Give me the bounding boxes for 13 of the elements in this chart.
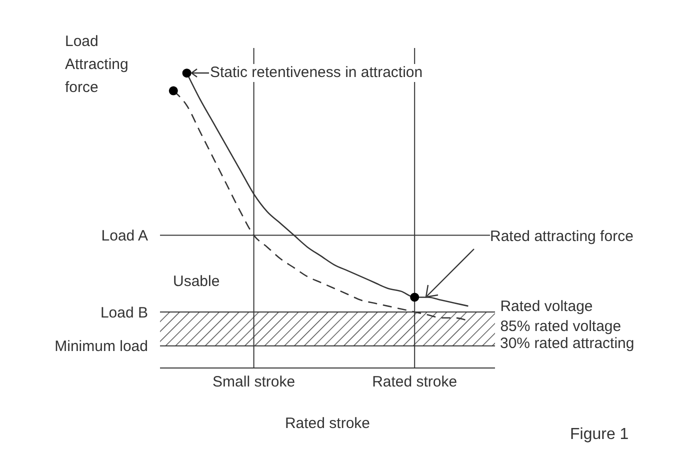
x-axis-title: Rated stroke: [284, 415, 372, 432]
annotation: Rated attracting force: [490, 228, 634, 246]
x-tick-label: Small stroke: [212, 374, 296, 391]
ref-line-label: Load A: [101, 228, 148, 245]
ref-line-label: Minimum load: [54, 338, 148, 356]
y-axis-title: Load Attracting force: [65, 32, 128, 98]
text: 30% rated attracting: [500, 335, 634, 353]
text: 85% rated voltage: [500, 318, 622, 335]
annotation: Usable: [173, 273, 220, 291]
caption: Figure 1: [570, 426, 629, 444]
ref-line-label: Load B: [100, 304, 148, 322]
annotation: Static retentiveness in attraction: [210, 64, 423, 82]
text: Rated voltage: [500, 298, 593, 316]
